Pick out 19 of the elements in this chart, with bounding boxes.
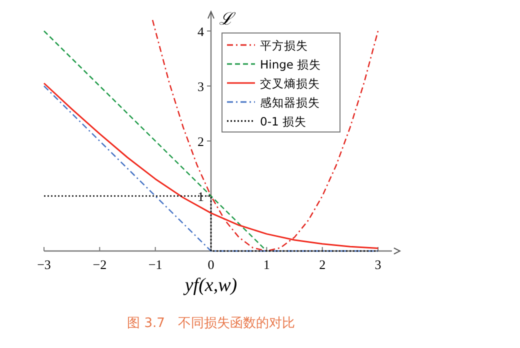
- legend-label: 交叉熵损失: [260, 76, 320, 90]
- caption: 图 3.7 不同损失函数的对比: [127, 316, 295, 331]
- x-tick-label: −3: [37, 257, 51, 272]
- y-tick-label: 1: [198, 189, 204, 204]
- y-tick-label: 3: [198, 79, 204, 94]
- x-tick-label: −2: [92, 257, 107, 272]
- x-tick-label: 0: [208, 257, 214, 272]
- legend-label: 0-1 损失: [260, 114, 306, 128]
- y-tick-label: 4: [198, 24, 204, 39]
- x-tick-label: 3: [374, 257, 382, 272]
- x-axis-title: yf(x,w): [182, 275, 238, 296]
- legend-label: Hinge 损失: [260, 58, 322, 72]
- y-tick-label: 2: [198, 134, 204, 149]
- legend-label: 平方损失: [260, 38, 308, 52]
- x-tick-label: −1: [148, 257, 162, 272]
- y-axis-title: ℒ: [219, 10, 236, 28]
- x-tick-label: 2: [319, 257, 326, 272]
- legend-label: 感知器损失: [260, 96, 320, 110]
- x-tick-label: 1: [263, 257, 270, 272]
